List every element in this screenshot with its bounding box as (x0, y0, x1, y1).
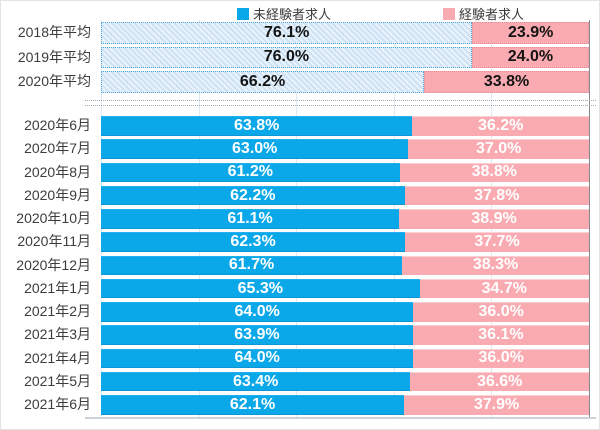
x-axis-line (85, 417, 596, 419)
bar-segment-experienced: 38.3% (402, 255, 589, 275)
value-label-experienced: 38.3% (472, 256, 519, 274)
value-label-inexperienced: 63.0% (232, 140, 278, 157)
value-label-experienced: 24.0% (507, 48, 554, 66)
value-label-inexperienced: 66.2% (239, 72, 286, 90)
value-label-inexperienced: 61.7% (228, 256, 275, 274)
bar-segment-experienced: 24.0% (471, 46, 589, 69)
bar-segment-inexperienced: 64.0% (101, 348, 414, 368)
legend-item-inexperienced: 未経験者求人 (237, 4, 331, 23)
value-label-experienced: 36.6% (477, 372, 523, 390)
bar-segment-experienced: 38.8% (399, 162, 589, 182)
row-label: 2018年平均 (17, 24, 91, 40)
value-label-experienced: 34.7% (481, 279, 527, 297)
bar-segment-experienced: 33.8% (424, 71, 589, 93)
bar-segment-experienced: 37.7% (405, 232, 589, 252)
bar-segment-inexperienced: 76.1% (101, 22, 473, 44)
bar-segment-experienced: 36.1% (412, 325, 589, 345)
bar-segment-experienced: 34.7% (419, 278, 589, 299)
value-label-inexperienced: 65.3% (237, 279, 284, 297)
row-label: 2020年9月 (24, 186, 91, 203)
bar-segment-inexperienced: 61.2% (101, 162, 400, 182)
value-label-inexperienced: 61.2% (227, 163, 273, 181)
bar-segment-experienced: 37.8% (404, 185, 589, 206)
row-label: 2020年6月 (24, 117, 91, 133)
value-label-experienced: 23.9% (507, 23, 554, 41)
bar-segment-experienced: 37.9% (404, 395, 589, 415)
separator-dotted-line (85, 100, 596, 101)
value-label-experienced: 37.7% (474, 233, 520, 250)
value-label-inexperienced: 63.9% (234, 326, 280, 343)
row-label: 2021年2月 (24, 303, 91, 319)
bar-segment-inexperienced: 62.3% (101, 232, 406, 252)
row-label: 2021年1月 (24, 279, 91, 296)
value-label-experienced: 37.8% (474, 186, 520, 204)
legend-label-inexperienced: 未経験者求人 (253, 7, 332, 22)
separator-dotted-line (85, 105, 596, 106)
row-label: 2021年4月 (24, 349, 91, 366)
bar-segment-inexperienced: 61.1% (101, 209, 400, 229)
legend-label-experienced: 経験者求人 (459, 7, 525, 22)
bar-segment-inexperienced: 63.8% (101, 116, 413, 136)
value-label-inexperienced: 64.0% (234, 349, 280, 367)
row-label: 2020年8月 (24, 163, 91, 180)
bar-segment-inexperienced: 66.2% (101, 71, 425, 93)
bar-segment-experienced: 37.0% (408, 139, 589, 159)
value-label-experienced: 36.0% (478, 302, 524, 320)
value-label-experienced: 36.1% (478, 326, 524, 343)
value-label-inexperienced: 76.0% (263, 48, 310, 66)
value-label-experienced: 36.0% (478, 349, 524, 367)
row-label: 2020年7月 (24, 140, 91, 157)
value-label-inexperienced: 62.1% (229, 395, 276, 413)
value-label-inexperienced: 63.8% (233, 116, 280, 134)
bar-segment-inexperienced: 63.4% (101, 371, 411, 392)
row-label: 2020年11月 (17, 233, 91, 250)
value-label-inexperienced: 76.1% (263, 23, 310, 41)
row-label: 2020年10月 (16, 210, 91, 226)
value-label-inexperienced: 62.2% (230, 186, 276, 204)
row-label: 2021年3月 (24, 326, 91, 343)
legend-swatch-blue-icon (237, 7, 249, 20)
bar-segment-experienced: 23.9% (472, 22, 589, 44)
bar-segment-inexperienced: 64.0% (101, 302, 414, 322)
bar-segment-inexperienced: 62.1% (101, 395, 405, 415)
bar-segment-experienced: 36.2% (412, 116, 589, 136)
bar-segment-inexperienced: 62.2% (101, 185, 405, 206)
bar-segment-inexperienced: 65.3% (101, 278, 420, 299)
value-label-inexperienced: 62.3% (230, 233, 276, 250)
bar-segment-inexperienced: 63.0% (101, 139, 409, 159)
row-label: 2021年6月 (24, 396, 91, 412)
bar-segment-experienced: 36.6% (410, 371, 589, 392)
value-label-inexperienced: 63.4% (233, 372, 279, 390)
gridline-100 (589, 20, 590, 418)
bar-segment-experienced: 36.0% (413, 302, 589, 322)
bar-segment-inexperienced: 63.9% (101, 325, 413, 345)
value-label-experienced: 38.9% (471, 209, 517, 227)
row-label: 2020年平均 (17, 73, 91, 90)
row-label: 2019年平均 (17, 48, 91, 65)
value-label-inexperienced: 64.0% (234, 302, 280, 320)
legend-swatch-pink-icon (443, 7, 455, 20)
value-label-experienced: 37.9% (473, 395, 520, 413)
value-label-experienced: 37.0% (476, 140, 522, 157)
bar-segment-experienced: 36.0% (413, 348, 589, 368)
value-label-inexperienced: 61.1% (227, 209, 273, 227)
row-label: 2021年5月 (24, 372, 91, 389)
bar-segment-experienced: 38.9% (399, 209, 589, 229)
value-label-experienced: 33.8% (483, 72, 530, 90)
bar-segment-inexperienced: 76.0% (101, 46, 472, 69)
legend-item-experienced: 経験者求人 (443, 4, 524, 23)
bar-segment-inexperienced: 61.7% (101, 255, 403, 275)
row-label: 2020年12月 (16, 256, 91, 273)
value-label-experienced: 36.2% (477, 116, 524, 134)
value-label-experienced: 38.8% (471, 163, 517, 181)
